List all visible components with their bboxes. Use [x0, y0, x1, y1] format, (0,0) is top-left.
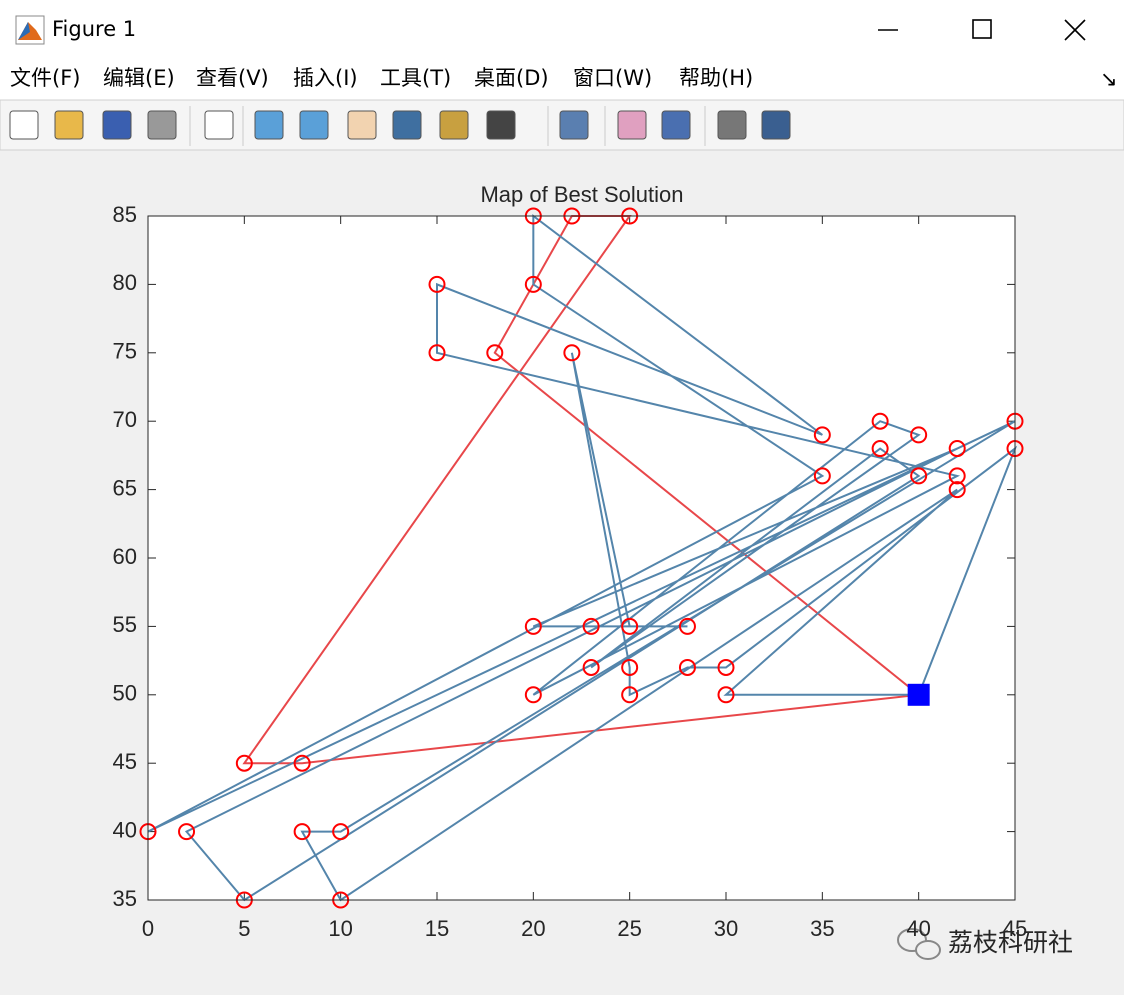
customer-marker — [293, 823, 311, 841]
customer-marker — [582, 617, 600, 635]
y-tick-label: 75 — [113, 339, 137, 364]
toolbar-button[interactable] — [617, 110, 647, 140]
menu-item[interactable]: 插入(I) — [293, 66, 358, 90]
customer-marker — [813, 467, 831, 485]
toolbar-button[interactable] — [54, 110, 84, 140]
customer-marker — [910, 467, 928, 485]
toolbar-button[interactable] — [299, 110, 329, 140]
toolbar-button[interactable] — [717, 110, 747, 140]
customer-marker — [717, 658, 735, 676]
route-line — [147, 213, 1018, 902]
toolbar-button[interactable] — [347, 110, 377, 140]
y-tick-label: 40 — [113, 817, 137, 842]
customer-marker — [293, 754, 311, 772]
title-menu-bar — [0, 0, 1124, 100]
toolbar-button[interactable] — [147, 110, 177, 140]
customer-marker — [678, 617, 696, 635]
customer-marker — [717, 686, 735, 704]
y-tick-label: 45 — [113, 749, 137, 774]
menu-item[interactable]: 窗口(W) — [573, 66, 652, 90]
toolbar-button[interactable] — [761, 110, 791, 140]
menu-item[interactable]: 工具(T) — [380, 66, 451, 90]
customer-marker — [178, 823, 196, 841]
y-tick-label: 55 — [113, 612, 137, 637]
chart-title: Map of Best Solution — [480, 182, 683, 207]
customer-marker — [948, 440, 966, 458]
toolbar-button[interactable] — [559, 110, 589, 140]
x-tick-label: 45 — [1003, 916, 1027, 941]
toolbar-button[interactable] — [439, 110, 469, 140]
customer-marker — [678, 658, 696, 676]
menu-item[interactable]: 查看(V) — [196, 66, 269, 90]
customer-marker — [948, 467, 966, 485]
x-tick-label: 30 — [714, 916, 738, 941]
customer-marker — [621, 658, 639, 676]
customer-marker — [524, 686, 542, 704]
customer-marker — [621, 617, 639, 635]
y-tick-label: 80 — [113, 270, 137, 295]
customer-marker — [524, 617, 542, 635]
app-icon — [15, 15, 45, 45]
menu-item[interactable]: 编辑(E) — [103, 66, 175, 90]
customer-marker — [910, 426, 928, 444]
customer-marker — [563, 344, 581, 362]
depot-marker — [907, 683, 930, 706]
axes-box — [147, 215, 1016, 901]
axes-background — [148, 216, 1015, 900]
watermark-icon — [897, 928, 941, 960]
y-tick-label: 35 — [113, 886, 137, 911]
x-tick-label: 0 — [142, 916, 154, 941]
customer-marker — [428, 344, 446, 362]
toolbar-button[interactable] — [486, 110, 516, 140]
customer-marker — [621, 686, 639, 704]
x-tick-label: 35 — [810, 916, 834, 941]
x-tick-label: 15 — [425, 916, 449, 941]
toolbar-button[interactable] — [204, 110, 234, 140]
y-tick-label: 50 — [113, 681, 137, 706]
customer-marker — [486, 344, 504, 362]
customer-marker — [524, 275, 542, 293]
toolbar-button[interactable] — [661, 110, 691, 140]
customer-marker — [948, 481, 966, 499]
customer-marker — [582, 658, 600, 676]
y-tick-label: 65 — [113, 475, 137, 500]
y-tick-label: 60 — [113, 544, 137, 569]
dock-arrow[interactable]: ↘ — [1100, 67, 1118, 91]
y-tick-label: 70 — [113, 407, 137, 432]
x-tick-label: 25 — [617, 916, 641, 941]
toolbar-button[interactable] — [254, 110, 284, 140]
customer-marker — [871, 440, 889, 458]
x-tick-label: 40 — [906, 916, 930, 941]
menu-bar: 文件(F) 编辑(E) 查看(V) 插入(I) 工具(T) 桌面(D) 窗口(W) 帮助(H) — [10, 66, 753, 90]
toolbar-icons — [9, 106, 791, 146]
x-tick-label: 5 — [238, 916, 250, 941]
customer-marker — [871, 412, 889, 430]
y-tick-label: 85 — [113, 202, 137, 227]
toolbar-button[interactable] — [102, 110, 132, 140]
window-title: Figure 1 — [52, 17, 136, 41]
toolbar-button[interactable] — [392, 110, 422, 140]
x-tick-label: 10 — [328, 916, 352, 941]
menu-item[interactable]: 帮助(H) — [679, 66, 753, 90]
customer-marker — [235, 754, 253, 772]
menu-item[interactable]: 桌面(D) — [474, 66, 549, 90]
customer-marker — [813, 426, 831, 444]
window-controls[interactable] — [878, 19, 1086, 41]
customer-marker — [428, 275, 446, 293]
toolbar-button[interactable] — [9, 110, 39, 140]
watermark: 荔枝科研社 — [948, 928, 1073, 957]
x-tick-label: 20 — [521, 916, 545, 941]
menu-item[interactable]: 文件(F) — [10, 66, 80, 90]
customer-marker — [332, 823, 350, 841]
